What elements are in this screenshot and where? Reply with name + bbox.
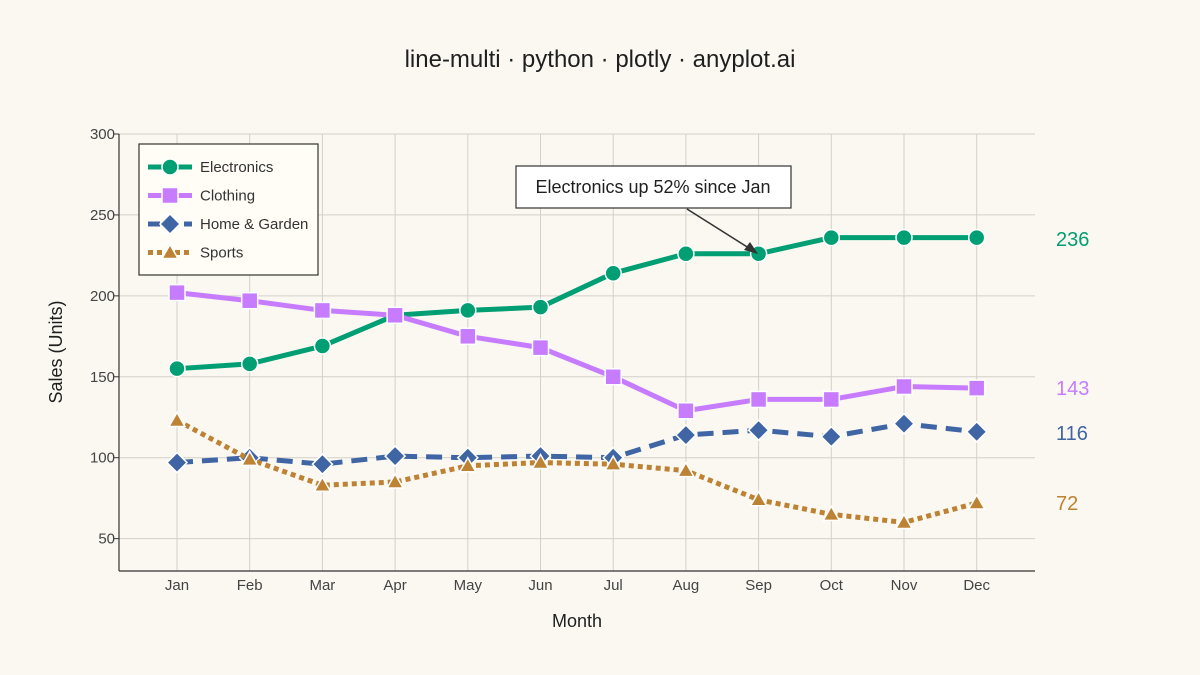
data-point xyxy=(459,327,477,346)
x-tick-label: Nov xyxy=(891,577,918,594)
data-point xyxy=(531,338,550,357)
data-point xyxy=(967,228,986,247)
legend-label: Electronics xyxy=(200,159,273,176)
data-point xyxy=(820,425,843,448)
data-point xyxy=(603,454,623,471)
data-point xyxy=(892,412,916,435)
x-tick-label: Feb xyxy=(237,577,263,594)
y-tick-label: 200 xyxy=(90,288,115,305)
y-axis-title: Sales (Units) xyxy=(46,300,66,403)
y-tick-label: 150 xyxy=(90,369,115,386)
data-point xyxy=(531,453,550,470)
y-tick-label: 100 xyxy=(90,450,115,467)
data-point xyxy=(822,228,841,247)
series-line xyxy=(176,290,977,414)
end-label-electronics: 236 xyxy=(1056,229,1089,251)
x-axis-ticks: Jan Feb Mar Apr May Jun Jul Aug Sep Oct Nov Dec xyxy=(165,577,991,594)
annotation-arrow-line xyxy=(686,208,753,251)
annotation: Electronics up 52% since Jan xyxy=(515,165,792,254)
data-point xyxy=(965,420,988,443)
x-tick-label: Jan xyxy=(165,577,189,594)
data-point xyxy=(458,456,478,473)
x-tick-label: Oct xyxy=(820,577,844,594)
x-tick-label: Apr xyxy=(383,577,406,594)
data-point xyxy=(385,472,405,489)
x-tick-label: Dec xyxy=(963,577,990,594)
data-point xyxy=(384,445,407,468)
series-line xyxy=(176,421,977,467)
data-point xyxy=(240,355,259,373)
data-point xyxy=(895,228,913,247)
x-tick-label: May xyxy=(454,577,483,594)
data-point xyxy=(676,461,696,478)
data-point xyxy=(677,402,695,420)
series-line xyxy=(176,235,977,372)
data-point xyxy=(168,283,186,302)
end-labels: 236 143 116 72 xyxy=(1056,229,1089,515)
series-line xyxy=(175,418,978,525)
legend-label: Clothing xyxy=(200,188,255,205)
data-point xyxy=(749,390,768,409)
data-point xyxy=(240,449,259,467)
legend-marker xyxy=(161,158,179,176)
data-point xyxy=(459,301,477,320)
annotation-arrowhead xyxy=(744,242,758,254)
data-point xyxy=(313,475,332,492)
legend-marker xyxy=(160,242,180,260)
data-point xyxy=(167,410,187,428)
legend-item-sports: Sports xyxy=(148,242,243,262)
data-point xyxy=(531,298,550,316)
axes xyxy=(118,134,1035,572)
annotation-text: Electronics up 52% since Jan xyxy=(535,177,770,197)
annotation-box xyxy=(515,165,792,209)
end-label-clothing: 143 xyxy=(1056,378,1089,400)
data-point xyxy=(967,379,986,397)
series-layer xyxy=(165,228,988,530)
series-home-garden xyxy=(165,412,988,476)
data-point xyxy=(747,419,770,442)
y-tick-label: 300 xyxy=(90,126,115,143)
legend-item-clothing: Clothing xyxy=(148,186,255,205)
legend-label: Home & Garden xyxy=(200,216,308,233)
data-point xyxy=(386,306,404,325)
legend-marker xyxy=(158,212,182,236)
legend-item-electronics: Electronics xyxy=(148,158,273,176)
legend: Electronics Clothing Home & Garden Sports xyxy=(138,143,319,276)
data-point xyxy=(895,377,913,396)
x-axis-title: Month xyxy=(552,611,602,631)
x-tick-label: Jun xyxy=(528,577,552,594)
series-clothing xyxy=(168,283,986,420)
y-tick-label: 250 xyxy=(90,207,115,224)
data-point xyxy=(604,264,622,282)
data-point xyxy=(313,337,332,355)
data-point xyxy=(749,490,768,507)
x-tick-label: Aug xyxy=(673,577,700,594)
end-label-home-garden: 116 xyxy=(1056,423,1088,445)
data-point xyxy=(967,493,986,510)
y-axis-ticks: 50 100 150 200 250 300 xyxy=(90,126,119,548)
data-point xyxy=(677,245,695,263)
data-point xyxy=(822,390,841,409)
x-tick-label: Jul xyxy=(604,577,623,594)
data-point xyxy=(674,423,697,447)
x-tick-label: Mar xyxy=(309,577,335,594)
end-label-sports: 72 xyxy=(1056,493,1078,515)
data-point xyxy=(165,451,189,474)
data-point xyxy=(240,291,259,310)
chart-title: line-multi · python · plotly · anyplot.a… xyxy=(405,46,796,73)
data-point xyxy=(311,453,334,476)
legend-item-home-garden: Home & Garden xyxy=(148,212,308,236)
y-tick-label: 50 xyxy=(98,531,115,548)
legend-marker xyxy=(161,186,179,205)
data-point xyxy=(313,301,332,320)
data-point xyxy=(894,512,914,530)
data-point xyxy=(168,359,186,378)
legend-label: Sports xyxy=(200,245,243,262)
data-point xyxy=(822,504,841,522)
series-sports xyxy=(167,410,986,530)
data-point xyxy=(604,368,622,386)
x-tick-label: Sep xyxy=(745,577,772,594)
